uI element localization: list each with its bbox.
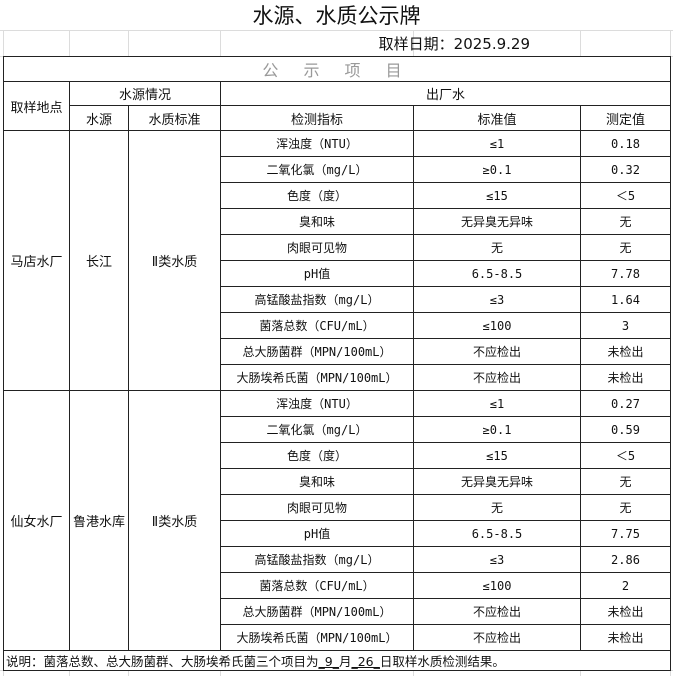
table-row: pH值 6.5-8.5 7.78 [4,260,671,287]
indicator-cell: 大肠埃希氏菌（MPN/100mL） [220,364,414,391]
indicator-cell: 臭和味 [220,468,414,495]
header-source-group: 水源情况 [69,81,221,106]
plant-standard: Ⅱ类水质 [128,130,221,391]
standard-value-cell: 无 [413,234,581,261]
table-row: 色度（度） ≤15 ＜5 [4,182,671,209]
plant-name: 马店水厂 [3,130,70,391]
note-month: _9_ [318,654,339,669]
standard-value-cell: ≤1 [413,130,581,157]
plant-name: 仙女水厂 [3,390,70,651]
indicator-cell: 二氧化氯（mg/L） [220,416,414,443]
indicator-cell: 高锰酸盐指数（mg/L） [220,286,414,313]
standard-value-cell: 不应检出 [413,624,581,651]
table-row: 大肠埃希氏菌（MPN/100mL） 不应检出 未检出 [4,624,671,651]
header-site: 取样地点 [3,81,70,131]
measured-value-cell: 0.59 [580,416,671,443]
standard-value-cell: ≤3 [413,286,581,313]
indicator-cell: 浑浊度（NTU） [220,130,414,157]
standard-value-cell: 6.5-8.5 [413,520,581,547]
plant-source: 长江 [69,130,129,391]
note: 说明：菌落总数、总大肠菌群、大肠埃希氏菌三个项目为_9_月_26_日取样水质检测… [3,650,671,671]
table-row: 肉眼可见物无无 [4,234,671,261]
indicator-cell: pH值 [220,260,414,287]
measured-value-cell: 无 [580,494,671,521]
indicator-cell: 大肠埃希氏菌（MPN/100mL） [220,624,414,651]
measured-value-cell: ＜5 [580,182,671,209]
standard-value-cell: ≥0.1 [413,156,581,183]
measured-value-cell: 0.27 [580,390,671,417]
standard-value-cell: 不应检出 [413,598,581,625]
header-source: 水源 [69,105,129,131]
page-title: 水源、水质公示牌 [0,0,673,30]
standard-value-cell: ≤15 [413,442,581,469]
header-out-group: 出厂水 [220,81,671,106]
indicator-cell: 菌落总数（CFU/mL） [220,572,414,599]
measured-value-cell: 无 [580,234,671,261]
standard-value-cell: ≥0.1 [413,416,581,443]
indicator-cell: 色度（度） [220,182,414,209]
table-row: 高锰酸盐指数（mg/L） ≤3 2.86 [4,546,671,573]
standard-value-cell: 无异臭无异味 [413,468,581,495]
plant-standard: Ⅱ类水质 [128,390,221,651]
measured-value-cell: 1.64 [580,286,671,313]
indicator-cell: pH值 [220,520,414,547]
standard-value-cell: 6.5-8.5 [413,260,581,287]
indicator-cell: 菌落总数（CFU/mL） [220,312,414,339]
indicator-cell: 色度（度） [220,442,414,469]
standard-value-cell: ≤100 [413,572,581,599]
indicator-cell: 高锰酸盐指数（mg/L） [220,546,414,573]
standard-value-cell: ≤1 [413,390,581,417]
standard-value-cell: ≤15 [413,182,581,209]
table-row: 仙女水厂 鲁港水库 Ⅱ类水质 浑浊度（NTU） ≤1 0.27 [3,390,671,651]
measured-value-cell: 未检出 [580,624,671,651]
table-row: 菌落总数（CFU/mL） ≤100 3 [4,312,671,339]
sampling-date: 取样日期：2025.9.29 [378,35,530,53]
standard-value-cell: ≤100 [413,312,581,339]
measured-value-cell: 无 [580,208,671,235]
standard-value-cell: 不应检出 [413,364,581,391]
table-row: 菌落总数（CFU/mL） ≤100 2 [4,572,671,599]
indicator-cell: 肉眼可见物 [220,494,414,521]
measured-value-cell: 3 [580,312,671,339]
note-day: _26_ [351,654,380,669]
measured-value-cell: 2.86 [580,546,671,573]
plant-source: 鲁港水库 [69,390,129,651]
measured-value-cell: 7.78 [580,260,671,287]
water-quality-table: 公 示 项 目 取样地点 水源情况 出厂水 水源 水质标准 检测指标 标准值 测… [3,56,671,671]
measured-value-cell: 0.18 [580,130,671,157]
header-indicator: 检测指标 [220,105,414,131]
measured-value-cell: 未检出 [580,598,671,625]
table-row: 高锰酸盐指数（mg/L） ≤3 1.64 [4,286,671,313]
note-prefix: 说明：菌落总数、总大肠菌群、大肠埃希氏菌三个项目为 [6,654,319,669]
section-title: 公 示 项 目 [3,56,671,82]
standard-value-cell: 不应检出 [413,338,581,365]
indicator-cell: 二氧化氯（mg/L） [220,156,414,183]
table-row: 总大肠菌群（MPN/100mL） 不应检出 未检出 [4,598,671,625]
standard-value-cell: ≤3 [413,546,581,573]
measured-value-cell: 未检出 [580,364,671,391]
measured-value-cell: 未检出 [580,338,671,365]
measured-value-cell: 无 [580,468,671,495]
header-std-value: 标准值 [413,105,581,131]
table-row: 马店水厂 长江 Ⅱ类水质 浑浊度（NTU） ≤1 0.18 [3,130,671,391]
header-measured: 测定值 [580,105,671,131]
table-row: 二氧化氯（mg/L） ≥0.1 0.32 [4,156,671,183]
measured-value-cell: 7.75 [580,520,671,547]
standard-value-cell: 无 [413,494,581,521]
measured-value-cell: ＜5 [580,442,671,469]
measured-value-cell: 0.32 [580,156,671,183]
note-suffix: 日取样水质检测结果。 [379,654,505,669]
indicator-cell: 总大肠菌群（MPN/100mL） [220,598,414,625]
indicator-cell: 浑浊度（NTU） [220,390,414,417]
note-mid: 月 [338,654,352,669]
indicator-cell: 臭和味 [220,208,414,235]
standard-value-cell: 无异臭无异味 [413,208,581,235]
header-standard: 水质标准 [128,105,221,131]
measured-value-cell: 2 [580,572,671,599]
indicator-cell: 肉眼可见物 [220,234,414,261]
table-row: 臭和味 无异臭无异味无 [4,208,671,235]
indicator-cell: 总大肠菌群（MPN/100mL） [220,338,414,365]
table-row: pH值 6.5-8.5 7.75 [4,520,671,547]
